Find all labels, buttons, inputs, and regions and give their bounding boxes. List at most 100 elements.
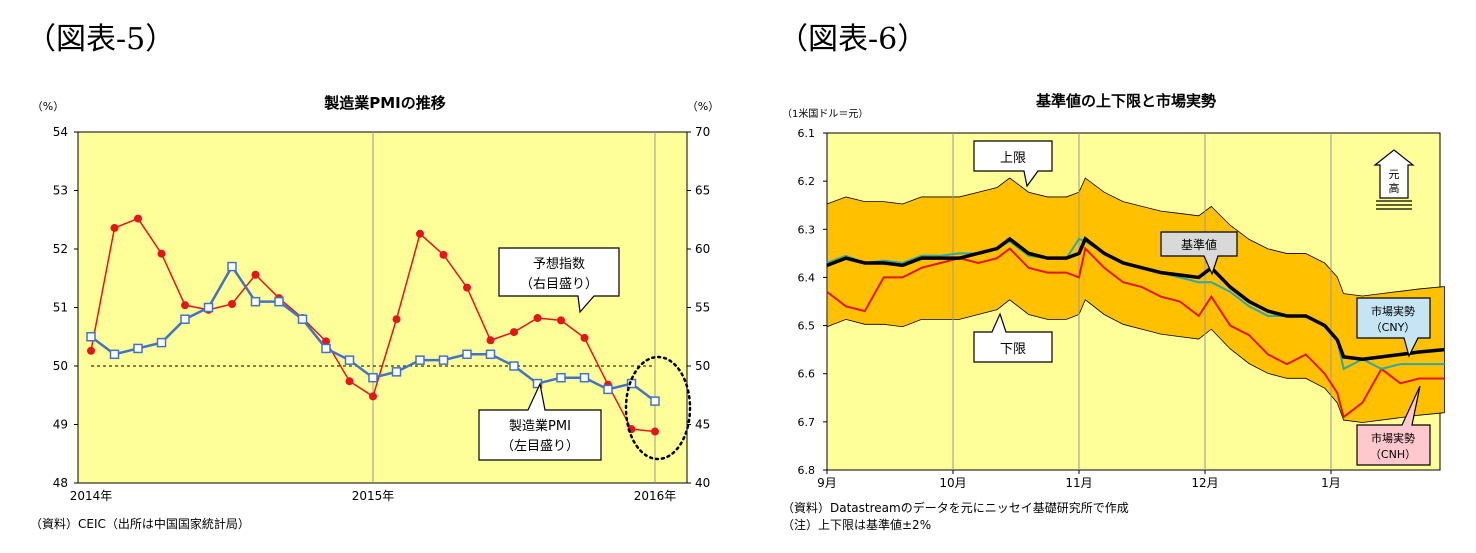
callout-base-text: 基準値 (1181, 237, 1217, 252)
fx-y-tick-label-3: 6.4 (798, 271, 816, 284)
pmi-series-0-point-9 (297, 314, 308, 324)
pmi-series-1-point-16 (463, 283, 471, 292)
pmi-series-0-point-8 (274, 296, 284, 307)
pmi-series-0-point-17 (485, 349, 496, 360)
pmi-right-tick-label-6: 70 (695, 125, 710, 139)
pmi-series-0-point-13 (391, 367, 402, 377)
figure-6-label: （図表-6） (778, 22, 928, 57)
callout-cnh-line1: 市場実勢 (1371, 431, 1415, 445)
callout-pmi-line2: （左目盛り） (501, 439, 579, 454)
pmi-x-label-2: 2016年 (634, 489, 677, 503)
pmi-chart: 製造業PMIの推移 （%） （%） 48 49 50 51 52 53 54 40 45 50 5… (30, 94, 719, 531)
yuan-arrow-line2: 高 (1389, 181, 1400, 195)
pmi-x-label-0: 2014年 (70, 489, 113, 503)
fx-y-tick-label-1: 6.2 (798, 175, 816, 188)
callout-upper-limit: 上限 (973, 140, 1053, 188)
yuan-appreciation-arrow-icon: 元 高 (1373, 149, 1415, 210)
fx-x-label-1: 10月 (939, 476, 966, 490)
callout-cnh: 市場実勢 （CNH） (1356, 385, 1431, 466)
fx-y-tick-label-6: 6.7 (798, 416, 816, 429)
pmi-source: （資料）CEIC（出所は中国国家統計局） (30, 516, 250, 531)
callout-lower-limit: 下限 (973, 312, 1053, 363)
pmi-series-0-point-11 (344, 355, 355, 365)
fx-chart-title: 基準値の上下限と市場実勢 (1035, 92, 1216, 110)
highlight-ellipse (624, 355, 692, 461)
pmi-series-1-point-19 (533, 314, 542, 323)
pmi-series-1-point-1 (110, 223, 119, 232)
pmi-left-tick-label-3: 51 (53, 301, 68, 315)
pmi-series-1-point-10 (322, 337, 330, 346)
callout-pmi: 製造業PMI （左目盛り） (478, 382, 602, 461)
pmi-series-0-point-15 (438, 355, 449, 365)
figure-5-label: （図表-5） (26, 22, 176, 57)
callout-pmi-line1: 製造業PMI (509, 418, 571, 434)
pmi-left-tick-label-0: 48 (53, 476, 68, 490)
fx-y-tick-label-5: 6.6 (798, 368, 816, 381)
pmi-gridlines (372, 132, 656, 483)
pmi-left-tick-label-5: 53 (53, 184, 68, 198)
pmi-series-1-point-18 (510, 328, 518, 337)
fx-y-tick-label-2: 6.3 (798, 223, 816, 236)
pmi-series-0-point-4 (180, 314, 190, 324)
yuan-arrow-line1: 元 (1389, 168, 1400, 181)
pmi-x-axis: 2014年 2015年 2016年 (70, 489, 677, 503)
pmi-series-1-point-13 (392, 315, 401, 324)
fx-y-tick-label-7: 6.8 (798, 464, 816, 477)
pmi-right-tick-label-2: 50 (695, 359, 710, 373)
pmi-series-0-point-2 (133, 343, 143, 354)
fx-y-axis: 6.1 6.2 6.3 6.4 6.5 6.6 6.7 6.8 (798, 127, 827, 477)
pmi-series-0-point-5 (203, 302, 214, 313)
fx-chart: 基準値の上下限と市場実勢 （1米国ドル＝元） 6.16.26.36.46.56.… (782, 92, 1445, 532)
fx-x-label-4: 1月 (1321, 476, 1341, 490)
pmi-series-1-point-21 (580, 333, 589, 342)
pmi-right-axis: 40 45 50 55 60 65 70 (687, 125, 710, 490)
pmi-series-0-point-6 (227, 261, 237, 272)
callout-cny-line2: （CNY） (1371, 321, 1416, 334)
fx-x-label-0: 9月 (817, 476, 837, 490)
pmi-series-1-point-6 (228, 299, 236, 308)
fx-series-line-2 (826, 246, 1445, 419)
pmi-series-0-point-7 (250, 296, 261, 307)
pmi-left-tick-label-2: 50 (53, 359, 68, 373)
pmi-series-0-point-19 (532, 378, 543, 389)
pmi-series-1-point-12 (369, 392, 377, 401)
pmi-series-0-point-12 (368, 372, 378, 383)
fx-x-label-3: 12月 (1191, 476, 1218, 490)
pmi-left-unit: （%） (32, 100, 64, 113)
pmi-left-axis: 48 49 50 51 52 53 54 (53, 125, 78, 490)
pmi-series-1-point-20 (557, 316, 565, 325)
pmi-series-1-point-4 (181, 301, 189, 310)
pmi-series-1-point-14 (416, 229, 424, 238)
fx-x-axis: 9月 10月 11月 12月 1月 (817, 470, 1341, 490)
pmi-series-1-point-7 (251, 270, 260, 279)
fx-note: （注）上下限は基準値±2% (782, 517, 931, 532)
callout-base-value: 基準値 (1160, 231, 1238, 276)
callout-cnh-line2: （CNH） (1370, 448, 1416, 461)
pmi-series-1-point-3 (157, 249, 166, 258)
callout-lower-text: 下限 (1000, 342, 1026, 357)
callout-forecast-line2: （右目盛り） (520, 277, 598, 292)
pmi-right-unit: （%） (687, 100, 719, 113)
pmi-series-0-point-14 (415, 355, 425, 365)
pmi-series-1-point-2 (134, 214, 142, 223)
fx-series-group (826, 236, 1445, 419)
callout-upper-text: 上限 (1000, 151, 1026, 166)
pmi-series-0-point-0 (86, 332, 96, 342)
fx-series-line-0 (826, 236, 1445, 362)
pmi-series-0-point-10 (321, 343, 331, 354)
fx-y-tick-label-4: 6.5 (798, 320, 816, 333)
callout-forecast-index: 予想指数 （右目盛り） (498, 247, 620, 314)
fx-x-label-2: 11月 (1065, 476, 1092, 490)
callout-cny: 市場実勢 （CNY） (1356, 297, 1431, 358)
pmi-series-0-point-1 (109, 349, 120, 360)
pmi-left-tick-label-6: 54 (53, 125, 68, 139)
pmi-series-1-point-15 (439, 250, 448, 259)
pmi-series-0-point-22 (603, 384, 613, 395)
pmi-right-tick-label-0: 40 (695, 476, 710, 490)
pmi-series-0-point-21 (579, 372, 590, 383)
pmi-right-tick-label-4: 60 (695, 242, 710, 256)
fx-y-tick-label-0: 6.1 (798, 127, 816, 140)
pmi-series-0-point-18 (509, 361, 519, 371)
fx-source: （資料）Datastreamのデータを元にニッセイ基礎研究所で作成 (782, 500, 1129, 515)
fx-gridlines (952, 133, 1332, 470)
